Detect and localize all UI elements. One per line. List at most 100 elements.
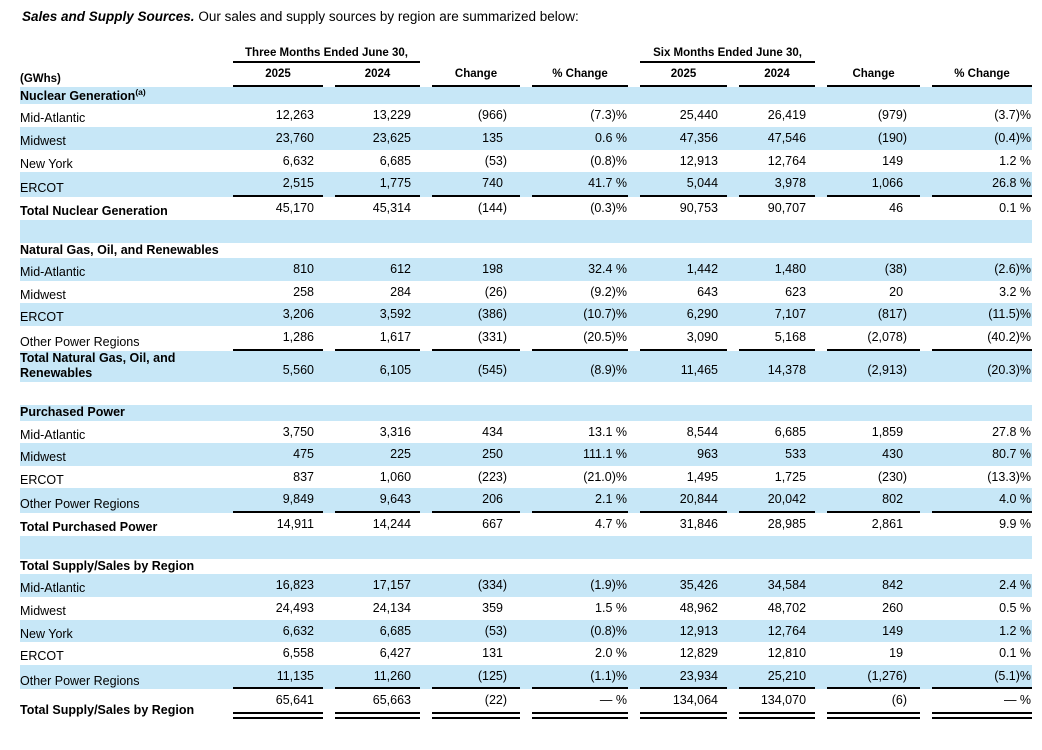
value-cell: 6,558 xyxy=(282,646,314,661)
value-cell: 1,066 xyxy=(815,172,921,197)
total-row-label: Total Nuclear Generation xyxy=(20,203,168,218)
value-cell: (0.8)% xyxy=(590,623,628,638)
value-cell: 612 xyxy=(390,262,412,277)
value-cell: 14,244 xyxy=(372,517,412,532)
value-cell: 0.5 % xyxy=(999,600,1032,615)
value-cell: 28,985 xyxy=(767,517,807,532)
value-cell: (21.0)% xyxy=(583,469,628,484)
data-row: ERCOT 6,558 6,427 131 2.0 % 12,829 12,810 19 0.1… xyxy=(20,642,1032,665)
value-cell: (53) xyxy=(484,153,508,168)
value-cell: 963 xyxy=(697,447,719,462)
value-cell: 47,356 xyxy=(679,131,719,146)
value-cell: 9.9 % xyxy=(999,517,1032,532)
section-label: Purchased Power xyxy=(20,404,125,419)
value-cell: 1,286 xyxy=(221,326,323,351)
region-label: Mid-Atlantic xyxy=(20,265,86,280)
value-cell: 2.1 % xyxy=(520,488,629,514)
value-cell: 258 xyxy=(293,284,314,299)
table-body: Nuclear Generation(a) Mid-Atlantic 12,263 1… xyxy=(20,86,1033,720)
value-cell: 1,725 xyxy=(774,469,807,484)
value-cell: (144) xyxy=(477,200,508,215)
region-label: ERCOT xyxy=(20,649,64,664)
value-cell: 23,625 xyxy=(372,131,412,146)
value-cell: 149 xyxy=(882,623,904,638)
value-cell: 47,546 xyxy=(767,131,807,146)
value-cell: (3.7)% xyxy=(994,108,1032,123)
value-cell: (5.1)% xyxy=(920,665,1033,690)
data-row: Mid-Atlantic 16,823 17,157 (334) (1.9)% 35,42… xyxy=(20,574,1033,597)
value-cell: 475 xyxy=(293,447,314,462)
value-cell: (331) xyxy=(420,326,521,351)
value-cell: 842 xyxy=(882,578,904,593)
value-cell: 250 xyxy=(482,447,504,462)
spacer-row xyxy=(20,382,1032,405)
col-header-3mo-2024: 2024 xyxy=(335,63,421,87)
value-cell: (9.2)% xyxy=(590,284,628,299)
value-cell: (817) xyxy=(877,307,908,322)
empty-header-cell xyxy=(815,44,920,63)
value-cell: (966) xyxy=(477,108,508,123)
data-row: Midwest 258 284 (26) (9.2)% 643 623 20 3.2 % xyxy=(20,281,1032,304)
section-row: Natural Gas, Oil, and Renewables xyxy=(20,243,1032,259)
region-label: Mid-Atlantic xyxy=(20,427,86,442)
value-cell: 1,442 xyxy=(686,262,719,277)
value-cell: (53) xyxy=(484,623,508,638)
value-cell: 837 xyxy=(293,469,314,484)
value-cell: (22) xyxy=(420,689,521,720)
section-row: Nuclear Generation(a) xyxy=(20,86,1033,105)
value-cell: (7.3)% xyxy=(590,108,628,123)
value-cell: 533 xyxy=(785,447,807,462)
value-cell: 134,064 xyxy=(628,689,728,720)
value-cell: 19 xyxy=(889,646,904,661)
value-cell: 26.8 % xyxy=(920,172,1033,197)
value-cell: 667 xyxy=(482,517,504,532)
value-cell: 1,480 xyxy=(774,262,807,277)
value-cell: 1,617 xyxy=(323,326,421,351)
data-row: Other Power Regions 11,135 11,260 (125) (1.1… xyxy=(20,664,1033,690)
data-row: New York 6,632 6,685 (53) (0.8)% 12,913 12,764… xyxy=(20,619,1033,643)
value-cell: 25,210 xyxy=(727,665,816,690)
value-cell: 430 xyxy=(882,447,904,462)
col-header-cell: % Change xyxy=(520,63,629,87)
col-header-6mo-pct-change: % Change xyxy=(932,63,1033,87)
section-title: Sales and Supply Sources. xyxy=(22,9,195,24)
value-cell: — % xyxy=(520,689,629,720)
value-cell: 41.7 % xyxy=(520,172,629,197)
intro-paragraph: Sales and Supply Sources. Our sales and … xyxy=(0,0,1042,26)
value-cell: 9,849 xyxy=(221,488,323,514)
col-header-cell: 2025 xyxy=(628,63,728,87)
value-cell: 740 xyxy=(420,172,521,197)
value-cell: 5,560 xyxy=(282,363,314,378)
table-header: Three Months Ended June 30, Six Months E… xyxy=(20,44,1033,87)
value-cell: 0.1 % xyxy=(999,646,1032,661)
region-label: Midwest xyxy=(20,450,66,465)
value-cell: 17,157 xyxy=(372,578,412,593)
value-cell: (20.5)% xyxy=(520,326,629,351)
total-row: Total Nuclear Generation 45,170 45,314 (144… xyxy=(20,197,1032,220)
region-label: Other Power Regions xyxy=(20,335,140,350)
section-row: Purchased Power xyxy=(20,404,1033,421)
region-label: ERCOT xyxy=(20,181,64,196)
total-row-label: Total Purchased Power xyxy=(20,520,158,535)
value-cell: 90,707 xyxy=(767,200,807,215)
value-cell: 4.7 % xyxy=(595,517,628,532)
total-row-label: Total Natural Gas, Oil, and Renewables xyxy=(20,350,176,381)
value-cell: 48,962 xyxy=(679,600,719,615)
value-cell: 12,829 xyxy=(679,646,719,661)
value-cell: 6,685 xyxy=(774,424,807,439)
value-cell: 12,913 xyxy=(679,153,719,168)
data-row: Midwest 24,493 24,134 359 1.5 % 48,962 48,702 2… xyxy=(20,597,1032,620)
value-cell: 9,643 xyxy=(323,488,421,514)
data-row: Other Power Regions 1,286 1,617 (331) (20.5)… xyxy=(20,326,1033,351)
value-cell: (334) xyxy=(477,578,508,593)
value-cell: 1,060 xyxy=(379,469,412,484)
value-cell: 16,823 xyxy=(275,578,314,593)
value-cell: 7,107 xyxy=(774,307,807,322)
value-cell: 434 xyxy=(482,424,504,439)
column-header-row: (GWhs) 2025 2024 Change % Change 2025 20… xyxy=(20,63,1033,87)
value-cell: 80.7 % xyxy=(992,447,1032,462)
section-label: Total Supply/Sales by Region xyxy=(20,558,195,573)
col-header-3mo-2025: 2025 xyxy=(233,63,323,87)
value-cell: 32.4 % xyxy=(588,262,628,277)
